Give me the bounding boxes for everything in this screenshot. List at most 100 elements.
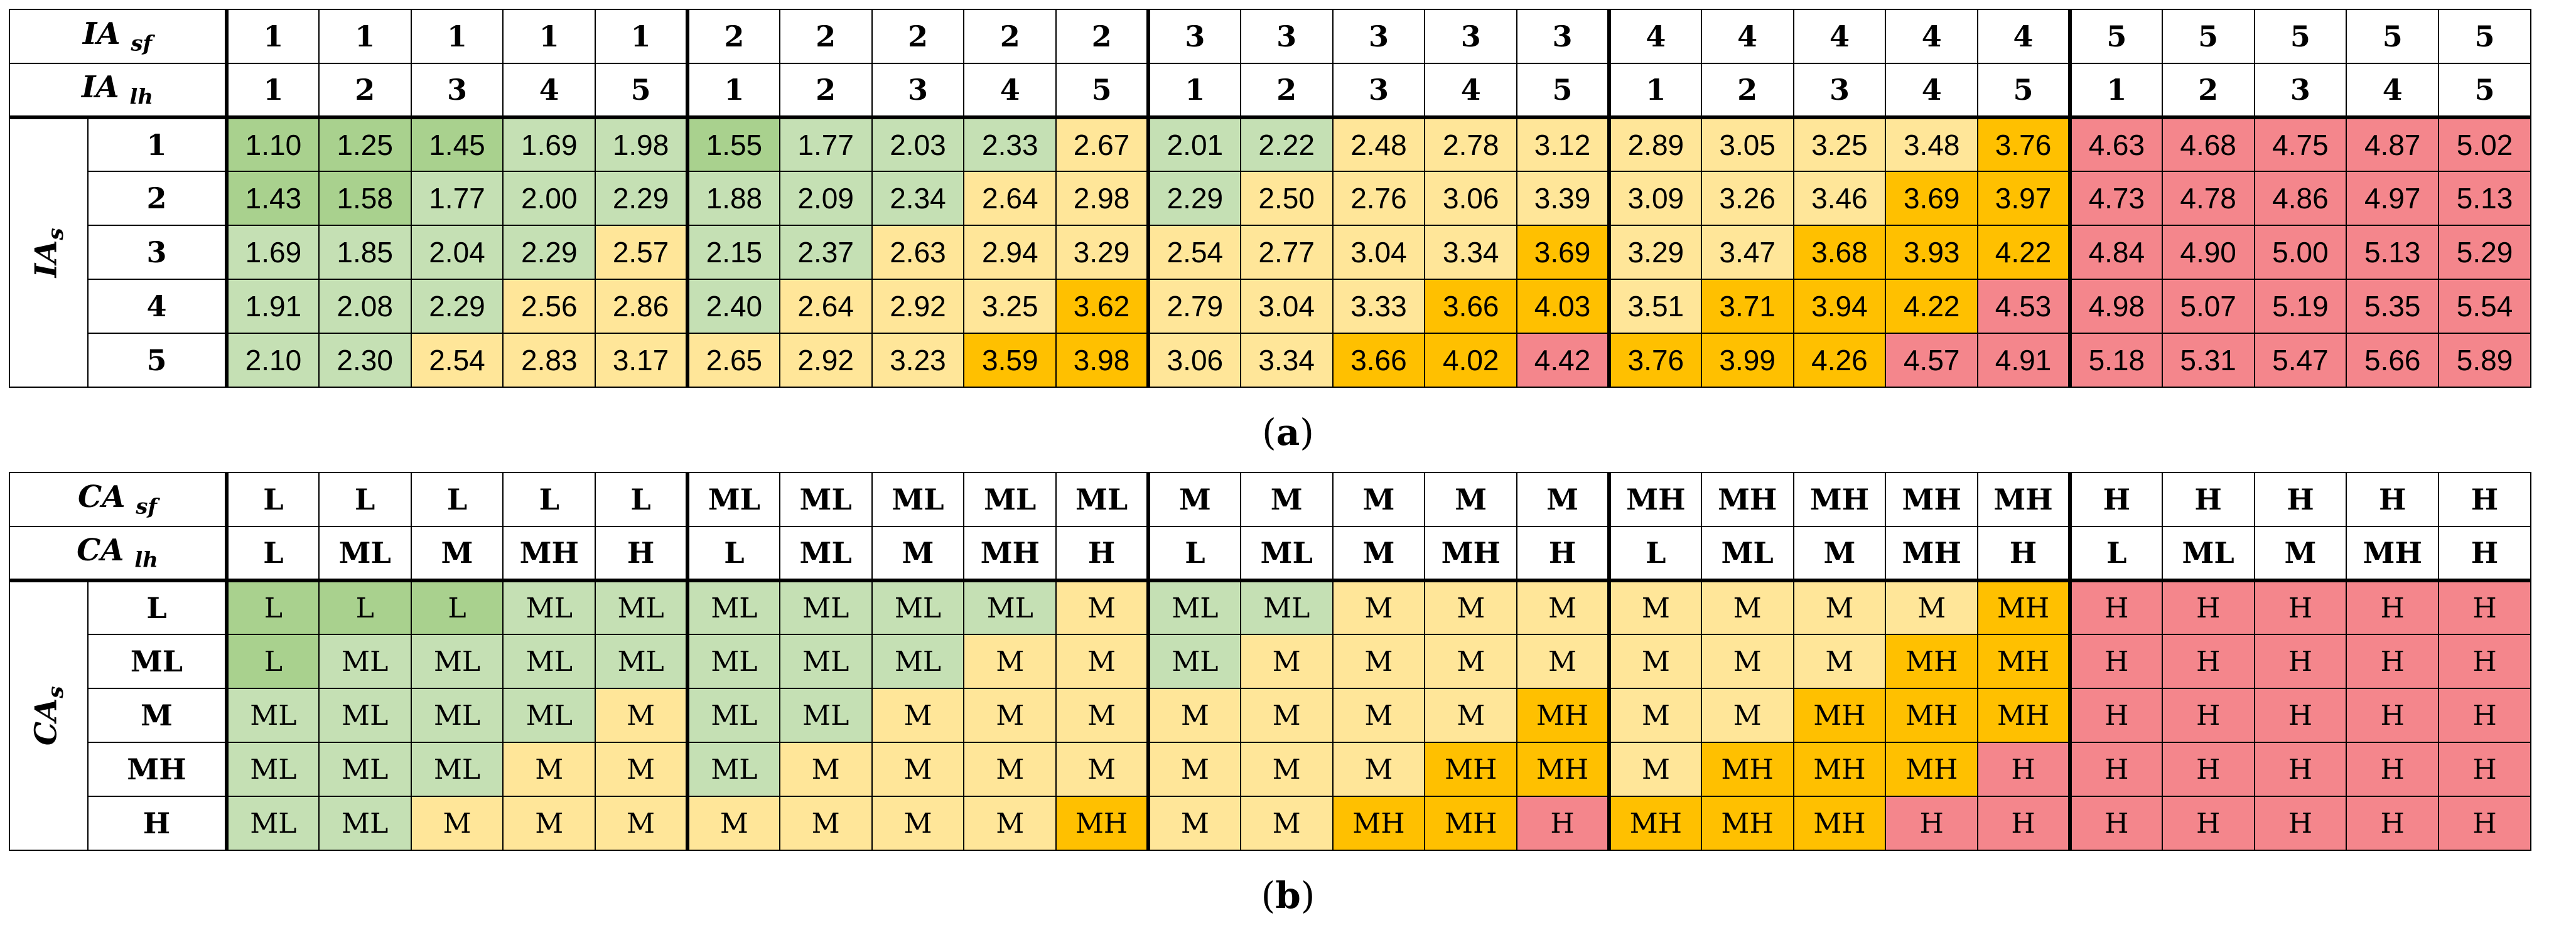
table-row: 5 2.10 2.30 2.54 2.83 3.17 2.65 2.92 3.23 3.59 3.9… xyxy=(9,333,2531,388)
table-cell: 5.07 xyxy=(2161,279,2255,334)
lh-header-row-value: MH xyxy=(1424,526,1518,581)
sf-header-row-value: M xyxy=(1424,472,1518,527)
table-row: ML L ML ML ML ML ML ML ML M M ML M M M M M M M MH MH H H H H H xyxy=(9,634,2531,689)
table-cell: ML xyxy=(871,634,965,689)
row-label: L xyxy=(87,579,227,635)
lh-header-row-value: MH xyxy=(2346,526,2440,581)
category-assessment-table: CA sf L L L L L ML ML ML ML ML M M M M M MH MH MH MH MH H H H H H… xyxy=(9,472,2531,851)
table-cell: M xyxy=(1607,579,1702,635)
table-cell: ML xyxy=(410,634,504,689)
table-cell: M xyxy=(779,796,873,851)
table-cell: M xyxy=(1424,579,1518,635)
table-cell: H xyxy=(2161,579,2255,635)
sf-header-row-value: ML xyxy=(871,472,965,527)
table-cell: MH xyxy=(1700,742,1794,797)
table-cell: 2.56 xyxy=(502,279,596,334)
table-cell: ML xyxy=(502,634,596,689)
table-cell: 3.68 xyxy=(1792,225,1887,280)
table-cell: M xyxy=(1055,579,1149,635)
row-label: 4 xyxy=(87,279,227,334)
sf-header-row: IA sf 1 1 1 1 1 2 2 2 2 2 3 3 3 3 3 4 4 4 4 4 5 5 5 5 5 xyxy=(9,9,2531,64)
sf-header-row-label: CA sf xyxy=(9,472,227,527)
sf-header-row-value: 5 xyxy=(2161,9,2255,64)
table-cell: 5.54 xyxy=(2438,279,2531,334)
table-cell: 3.62 xyxy=(1055,279,1149,334)
table-cell: M xyxy=(1516,579,1610,635)
sf-header-row-value: 3 xyxy=(1516,9,1610,64)
table-cell: ML xyxy=(318,796,412,851)
lh-header-row-value: 4 xyxy=(502,63,596,118)
table-cell: MH xyxy=(1792,796,1887,851)
sf-header-row-value: L xyxy=(410,472,504,527)
sf-header-row-label: IA sf xyxy=(9,9,227,64)
table-cell: M xyxy=(1700,634,1794,689)
lh-header-row-value: 3 xyxy=(1792,63,1887,118)
lh-header-row-value: L xyxy=(1146,526,1241,581)
caption-b: (b) xyxy=(1261,874,1315,917)
sf-header-row-value: M xyxy=(1332,472,1426,527)
lh-header-row-value: H xyxy=(1055,526,1149,581)
sf-header-row-value: 5 xyxy=(2438,9,2531,64)
table-cell: H xyxy=(2438,579,2531,635)
table-cell: 1.10 xyxy=(225,115,320,172)
table-cell: 3.48 xyxy=(1885,115,1979,172)
table-cell: H xyxy=(2161,742,2255,797)
table-cell: 4.91 xyxy=(1977,333,2071,388)
table-cell: 3.34 xyxy=(1239,333,1334,388)
sf-header-row-value: M xyxy=(1516,472,1610,527)
lh-header-row-value: 1 xyxy=(225,63,320,118)
table-cell: M xyxy=(1607,688,1702,743)
row-label: 1 xyxy=(87,115,227,172)
table-cell: M xyxy=(502,796,596,851)
table-cell: 2.65 xyxy=(685,333,780,388)
table-cell: 4.22 xyxy=(1885,279,1979,334)
table-cell: M xyxy=(1516,634,1610,689)
sf-header-row-value: H xyxy=(2253,472,2347,527)
sf-header-row-value: 5 xyxy=(2346,9,2440,64)
table-cell: H xyxy=(2253,688,2347,743)
lh-header-row-value: M xyxy=(1792,526,1887,581)
table-cell: ML xyxy=(1146,634,1241,689)
table-cell: 3.06 xyxy=(1146,333,1241,388)
table-cell: 3.33 xyxy=(1332,279,1426,334)
sf-header-row-value: M xyxy=(1146,472,1241,527)
table-cell: 2.48 xyxy=(1332,115,1426,172)
table-cell: 1.88 xyxy=(685,171,780,226)
table-cell: 3.69 xyxy=(1516,225,1610,280)
table-cell: 3.25 xyxy=(1792,115,1887,172)
table-cell: MH xyxy=(1700,796,1794,851)
table-cell: M xyxy=(595,742,688,797)
table-cell: H xyxy=(2067,634,2163,689)
table-cell: 2.33 xyxy=(963,115,1057,172)
sf-header-row-value: 3 xyxy=(1332,9,1426,64)
table-cell: 1.43 xyxy=(225,171,320,226)
table-cell: ML xyxy=(225,688,320,743)
table-cell: 1.91 xyxy=(225,279,320,334)
sf-header-row-value: 4 xyxy=(1607,9,1702,64)
table-cell: 3.29 xyxy=(1055,225,1149,280)
table-cell: H xyxy=(1516,796,1610,851)
table-cell: H xyxy=(2438,688,2531,743)
sf-header-row-value: 4 xyxy=(1885,9,1979,64)
sf-header-row-value: 5 xyxy=(2067,9,2163,64)
sf-header-row-value: 2 xyxy=(685,9,780,64)
lh-header-row-value: 5 xyxy=(1977,63,2071,118)
table-cell: MH xyxy=(1332,796,1426,851)
table-cell: 2.09 xyxy=(779,171,873,226)
sf-header-row-value: H xyxy=(2161,472,2255,527)
table-cell: M xyxy=(1146,796,1241,851)
table-cell: 4.03 xyxy=(1516,279,1610,334)
table-cell: 2.79 xyxy=(1146,279,1241,334)
table-cell: 2.29 xyxy=(410,279,504,334)
table-cell: 3.04 xyxy=(1239,279,1334,334)
table-cell: H xyxy=(2253,796,2347,851)
lh-header-row-label: IA lh xyxy=(9,63,227,118)
table-cell: 3.34 xyxy=(1424,225,1518,280)
lh-header-row-value: L xyxy=(1607,526,1702,581)
table-cell: ML xyxy=(595,579,688,635)
lh-header-row-value: 3 xyxy=(871,63,965,118)
lh-header-row-value: H xyxy=(1516,526,1610,581)
table-cell: 3.23 xyxy=(871,333,965,388)
table-cell: 2.50 xyxy=(1239,171,1334,226)
sf-header-row-value: ML xyxy=(1055,472,1149,527)
